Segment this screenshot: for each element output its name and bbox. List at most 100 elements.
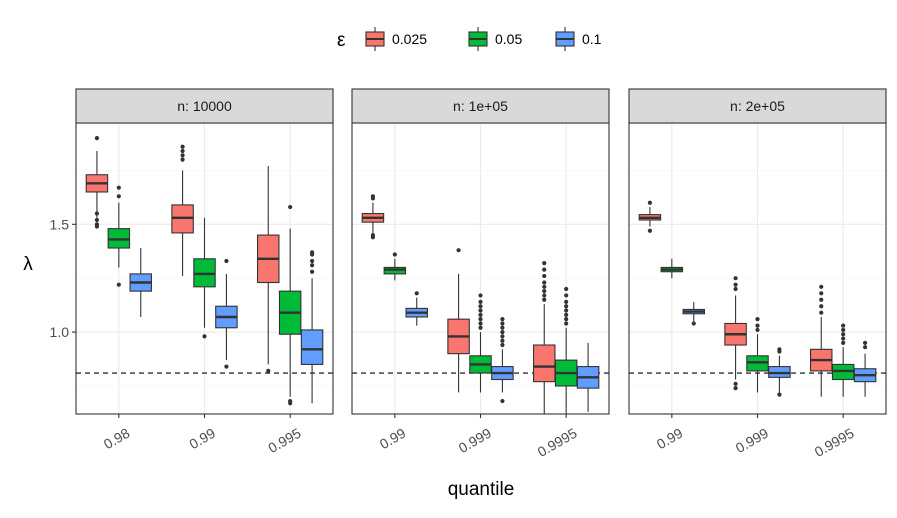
outlier-point — [500, 342, 505, 348]
legend-label: 0.1 — [582, 31, 602, 47]
box-0.995-eps-0.1 — [300, 250, 324, 404]
outlier-point — [456, 248, 461, 253]
box-0.99-eps-0.025 — [638, 200, 662, 233]
box-0.999-eps-0.025 — [447, 248, 470, 393]
box-0.99-eps-0.05 — [660, 258, 684, 279]
box-0.98-eps-0.05 — [107, 185, 131, 287]
legend-title: ε — [337, 30, 346, 51]
outlier-point — [478, 299, 483, 305]
outlier-point — [862, 345, 868, 350]
outlier-point — [94, 135, 100, 141]
legend-label: 0.05 — [495, 31, 522, 47]
outlier-point — [478, 304, 483, 309]
x-tick-label: 0.98 — [101, 425, 133, 453]
x-tick-label: 0.9995 — [535, 425, 580, 460]
outlier-point — [733, 282, 738, 287]
outlier-point — [500, 321, 505, 326]
x-tick-label: 0.99 — [654, 425, 686, 453]
box-0.98-eps-0.1 — [129, 248, 153, 317]
outlier-point — [564, 308, 569, 313]
box-0.9995-eps-0.1 — [576, 342, 600, 412]
x-tick-label: 0.999 — [456, 425, 495, 456]
outlier-point — [564, 304, 569, 309]
box-iqr — [300, 329, 324, 365]
outlier-point — [564, 286, 569, 292]
outlier-point — [542, 261, 547, 266]
facet-strip-label: n: 10000 — [177, 98, 232, 114]
box-0.9995-eps-0.05 — [831, 323, 855, 397]
facet-strip — [351, 88, 610, 124]
outlier-point — [542, 273, 547, 279]
outlier-point — [733, 386, 738, 391]
legend-key-0.1: 0.1 — [555, 27, 602, 51]
x-axis-title: quantile — [448, 479, 515, 500]
outlier-point — [819, 310, 824, 315]
outlier-point — [733, 286, 738, 292]
outlier-point — [542, 280, 547, 285]
outlier-point — [564, 293, 569, 298]
outlier-point — [819, 297, 824, 302]
x-tick-label: 0.995 — [265, 425, 304, 456]
legend-key-0.025: 0.025 — [365, 27, 427, 51]
outlier-point — [392, 252, 397, 257]
outlier-point — [478, 308, 483, 313]
x-tick-label: 0.99 — [186, 425, 218, 453]
outlier-point — [647, 200, 653, 205]
outlier-point — [564, 299, 569, 305]
outlier-point — [224, 258, 229, 264]
outlier-point — [180, 148, 185, 154]
outlier-point — [542, 267, 547, 272]
box-0.99-eps-0.1 — [682, 301, 706, 326]
y-tick-label: 1.0 — [50, 324, 70, 340]
outlier-point — [309, 250, 315, 255]
outlier-point — [841, 332, 846, 337]
outlier-point — [733, 276, 738, 281]
box-0.9995-eps-0.1 — [853, 340, 877, 397]
facet-panel-3: n: 2e+05 0.99 0.999 0.9995 — [628, 88, 887, 460]
outlier-point — [564, 317, 569, 322]
outlier-point — [116, 194, 121, 199]
outlier-point — [841, 336, 846, 341]
outlier-point — [841, 323, 846, 328]
x-tick-label: 0.9995 — [812, 425, 857, 460]
box-0.999-eps-0.1 — [491, 317, 514, 404]
outlier-point — [564, 312, 569, 317]
outlier-point — [542, 289, 547, 294]
outlier-point — [647, 228, 653, 233]
box-0.99-eps-0.05 — [193, 217, 216, 339]
outlier-point — [755, 323, 760, 328]
outlier-point — [500, 334, 505, 339]
outlier-point — [819, 284, 824, 289]
outlier-point — [309, 269, 315, 274]
outlier-point — [500, 325, 505, 330]
legend: ε 0.025 0.05 0.1 — [337, 27, 602, 51]
outlier-point — [542, 297, 547, 302]
outlier-point — [370, 235, 376, 240]
outlier-point — [224, 364, 229, 369]
outlier-point — [309, 258, 315, 264]
outlier-point — [478, 317, 483, 322]
outlier-point — [94, 211, 100, 216]
outlier-point — [733, 381, 738, 386]
outlier-point — [755, 317, 760, 322]
legend-label: 0.025 — [392, 31, 427, 47]
outlier-point — [180, 144, 185, 149]
outlier-point — [116, 282, 121, 287]
outlier-point — [478, 312, 483, 317]
outlier-point — [841, 327, 846, 333]
facet-strip-label: n: 1e+05 — [453, 98, 508, 114]
box-iqr — [532, 344, 556, 383]
facet-panel-2: n: 1e+05 0.99 0.999 0.9995 — [351, 88, 610, 460]
outlier-point — [819, 304, 824, 309]
outlier-point — [94, 217, 100, 223]
facet-strip — [628, 88, 887, 124]
outlier-point — [288, 401, 293, 406]
x-tick-label: 0.99 — [377, 425, 409, 453]
outlier-point — [841, 340, 846, 345]
legend-key-0.05: 0.05 — [468, 27, 522, 51]
outlier-point — [180, 153, 185, 158]
outlier-point — [691, 321, 696, 326]
box-0.99-eps-0.025 — [171, 144, 194, 277]
outlier-point — [500, 317, 505, 322]
